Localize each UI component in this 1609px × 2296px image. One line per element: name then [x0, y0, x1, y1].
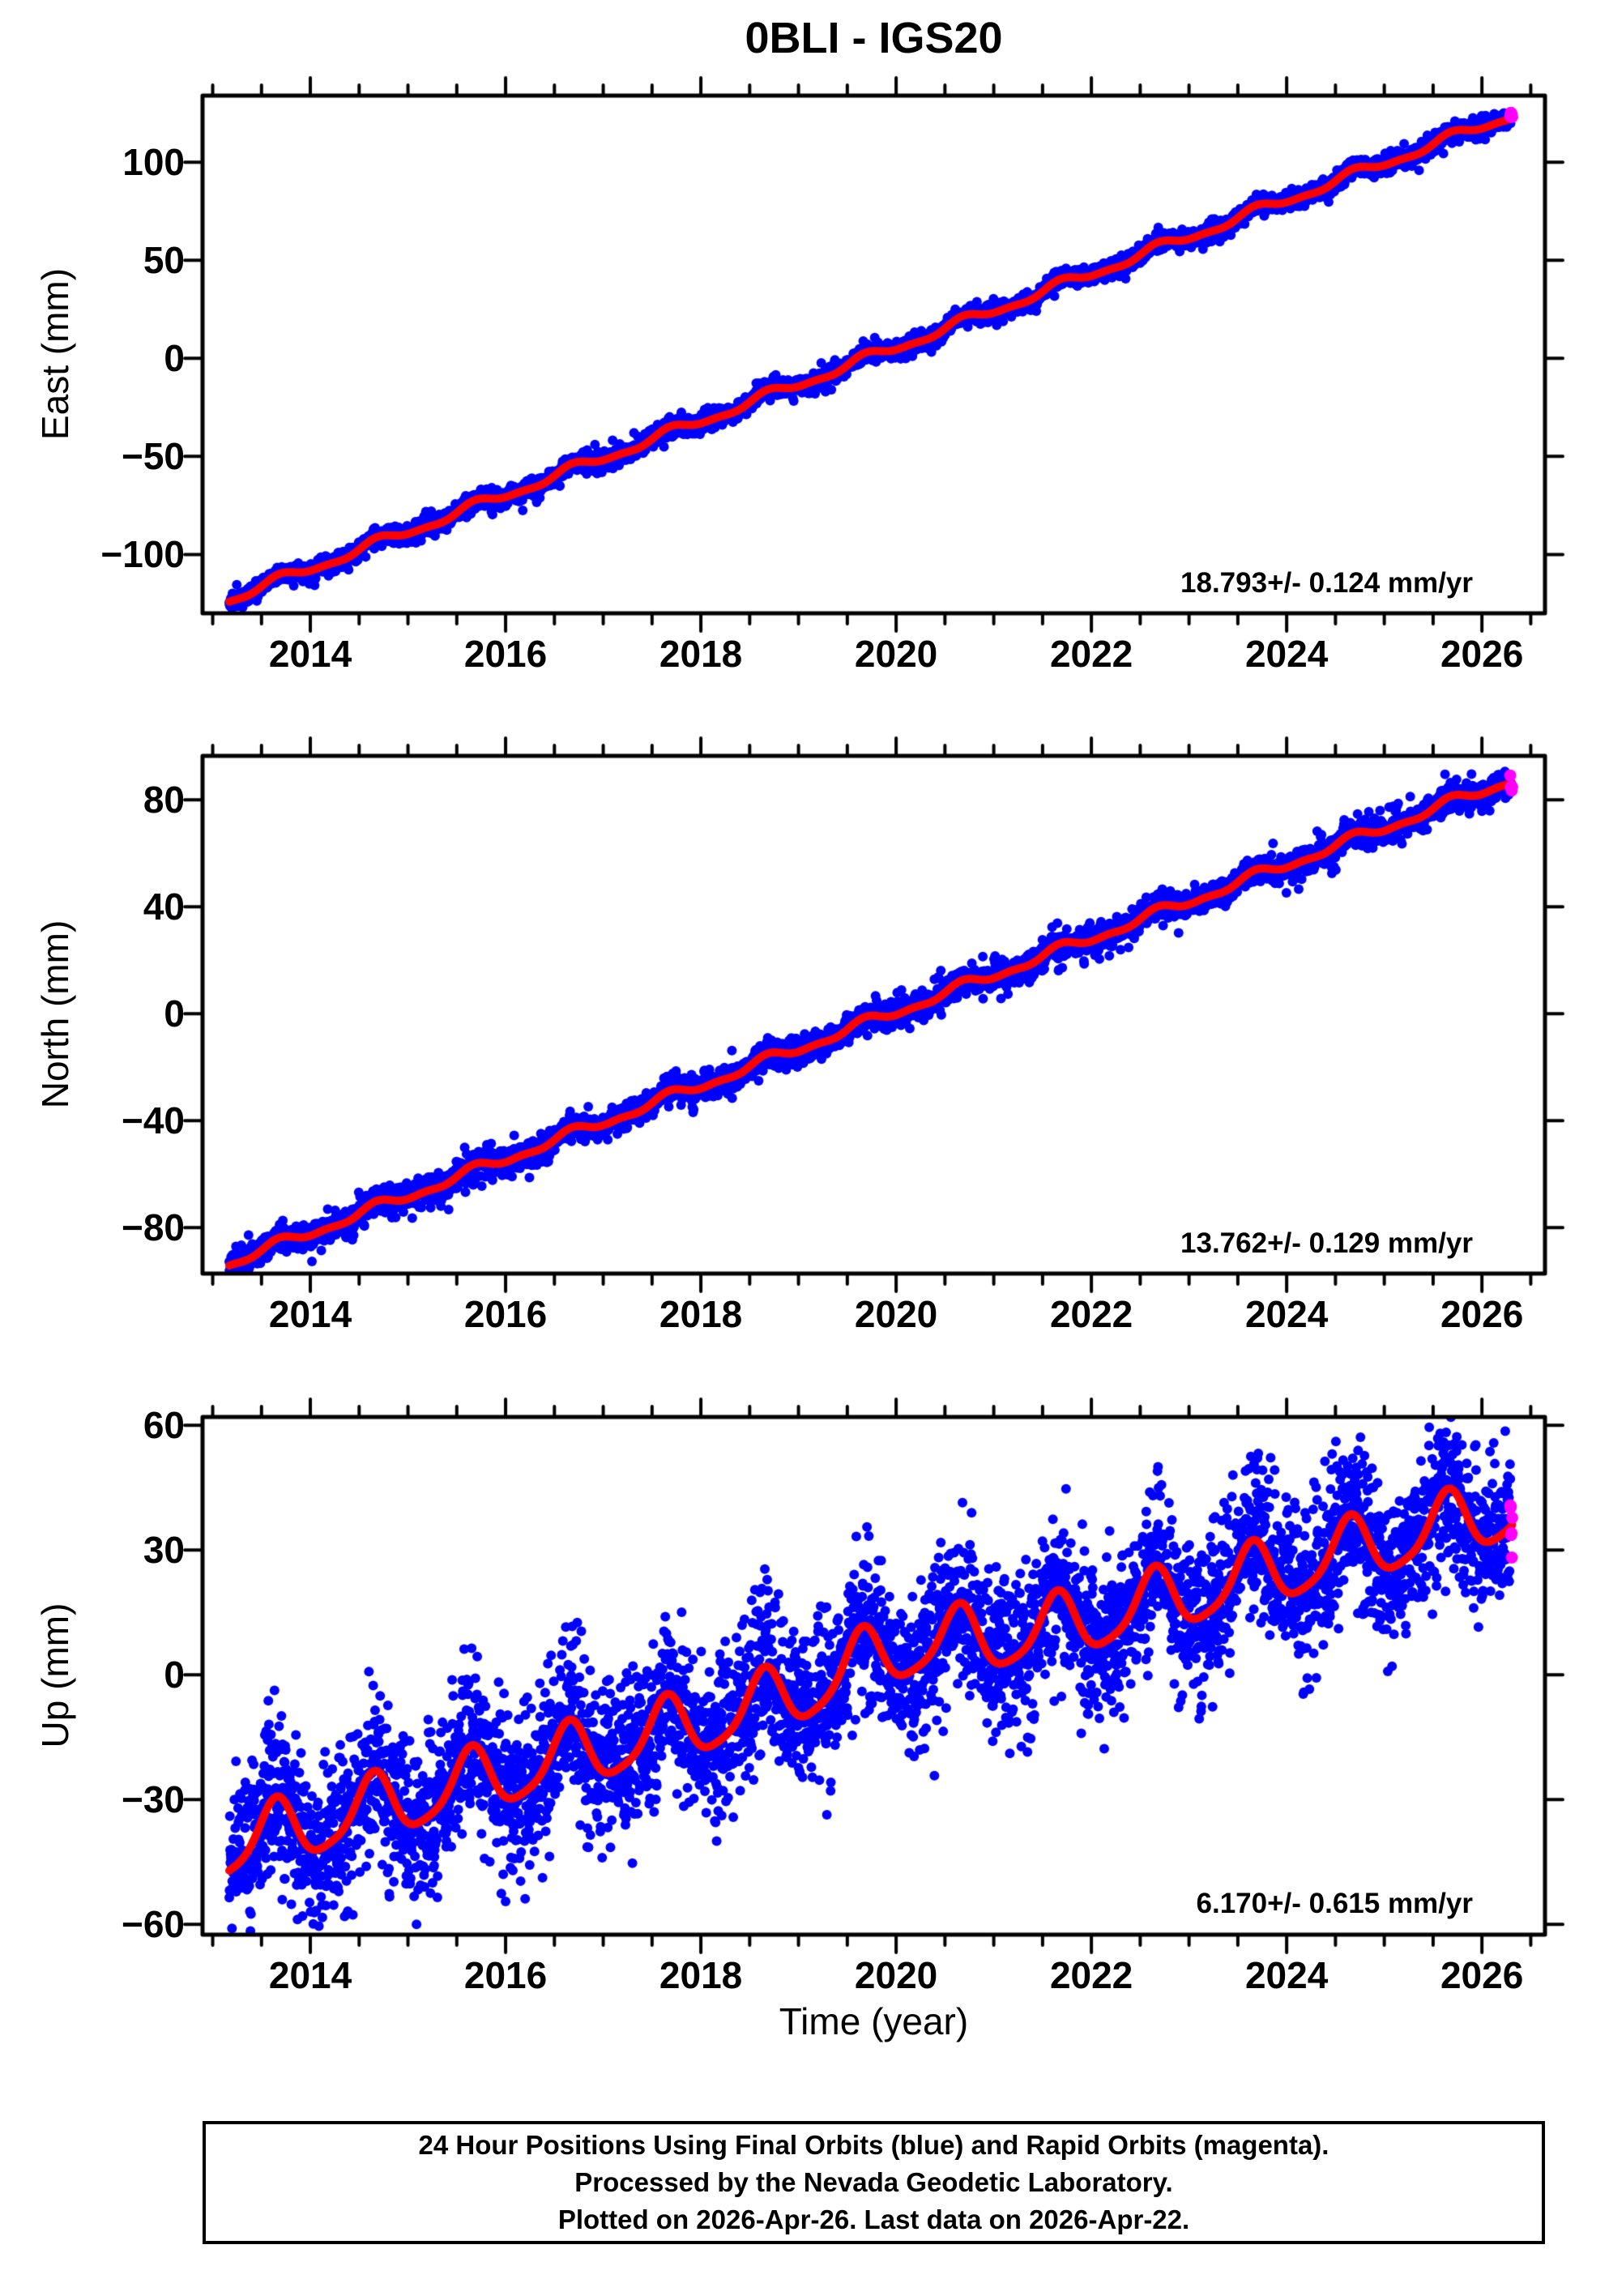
footer-line-2: Processed by the Nevada Geodetic Laborat…: [574, 2167, 1173, 2197]
y-tick-label: −30: [121, 1778, 185, 1821]
x-tick-label: 2026: [1440, 633, 1524, 675]
x-tick-label: 2018: [659, 1293, 743, 1335]
x-tick-label: 2022: [1049, 1954, 1133, 1996]
x-tick-label: 2024: [1244, 1293, 1329, 1335]
y-tick-label: −80: [121, 1206, 185, 1249]
x-tick-label: 2014: [268, 633, 352, 675]
x-tick-label: 2022: [1049, 1293, 1133, 1335]
x-tick-label: 2018: [659, 1954, 743, 1996]
y-tick-label: 0: [164, 337, 185, 380]
up-rate-annotation: 6.170+/- 0.615 mm/yr: [1196, 1888, 1474, 1919]
north-rate-annotation: 13.762+/- 0.129 mm/yr: [1180, 1227, 1473, 1259]
footer-note-box: 24 Hour Positions Using Final Orbits (bl…: [203, 2121, 1545, 2244]
y-tick-label: 0: [164, 1654, 185, 1696]
y-tick-label: 40: [143, 886, 185, 928]
y-tick-label: −50: [121, 435, 185, 478]
footer-line-3: Plotted on 2026-Apr-26. Last data on 202…: [557, 2204, 1190, 2234]
y-tick-label: 50: [143, 239, 185, 282]
x-tick-label: 2014: [268, 1954, 352, 1996]
page-title: 0BLI - IGS20: [745, 14, 1003, 62]
y-tick-label: 100: [122, 141, 185, 184]
x-tick-label: 2026: [1440, 1954, 1524, 1996]
y-tick-label: −40: [121, 1099, 185, 1142]
x-tick-label: 2020: [854, 633, 938, 675]
x-tick-label: 2020: [854, 1293, 938, 1335]
x-tick-label: 2020: [854, 1954, 938, 1996]
x-tick-label: 2016: [463, 1293, 548, 1335]
y-tick-label: 30: [143, 1529, 185, 1572]
x-tick-label: 2016: [463, 1954, 548, 1996]
x-tick-label: 2024: [1244, 1954, 1329, 1996]
y-tick-label: 80: [143, 779, 185, 822]
x-tick-label: 2016: [463, 633, 548, 675]
x-tick-label: 2026: [1440, 1293, 1524, 1335]
x-tick-label: 2022: [1049, 633, 1133, 675]
x-axis-title: Time (year): [779, 2000, 969, 2042]
x-tick-label: 2024: [1244, 633, 1329, 675]
y-tick-label: −60: [121, 1903, 185, 1946]
x-tick-label: 2018: [659, 633, 743, 675]
x-tick-label: 2014: [268, 1293, 352, 1335]
y-tick-label: 60: [143, 1404, 185, 1447]
y-tick-label: 0: [164, 992, 185, 1035]
east-rate-annotation: 18.793+/- 0.124 mm/yr: [1180, 567, 1473, 599]
y-tick-label: −100: [100, 533, 185, 576]
footer-line-1: 24 Hour Positions Using Final Orbits (bl…: [418, 2130, 1329, 2160]
